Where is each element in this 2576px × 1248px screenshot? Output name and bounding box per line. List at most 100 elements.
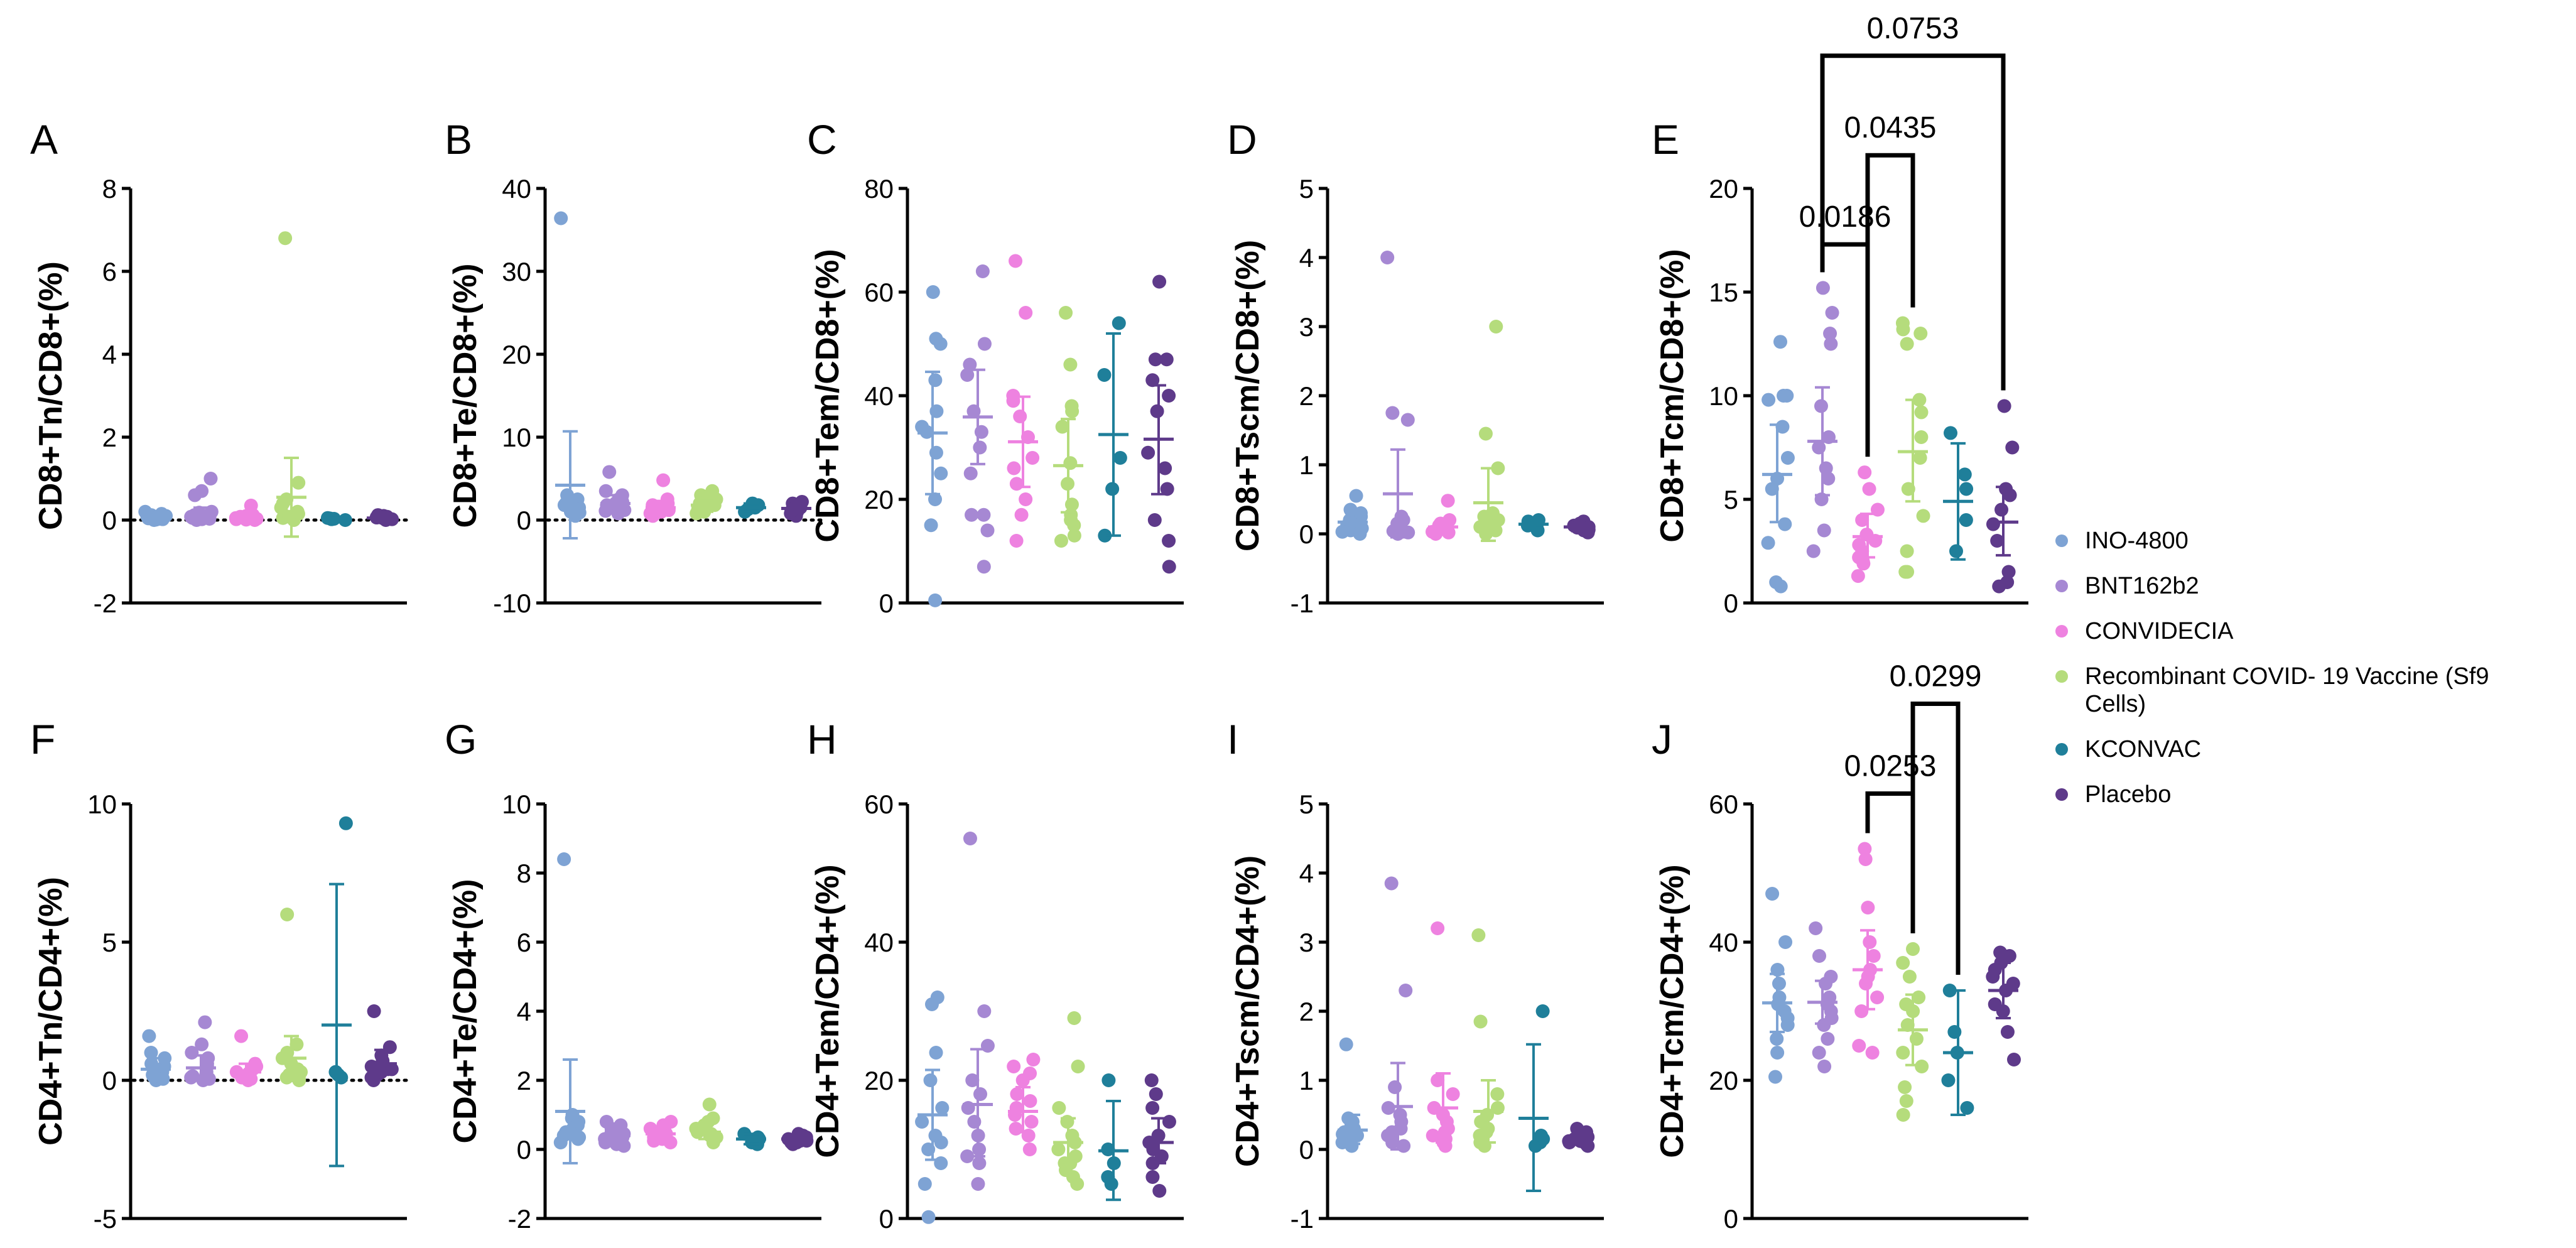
data-point — [965, 507, 979, 522]
data-point — [926, 285, 940, 299]
data-point — [1806, 544, 1821, 558]
data-point — [751, 1130, 766, 1144]
group-ino-4800 — [138, 504, 173, 527]
group-recombinant-covid-19-vaccine-sf9-cells — [1473, 320, 1505, 542]
data-point — [1385, 1125, 1399, 1139]
legend-swatch — [2055, 743, 2068, 756]
data-point — [291, 475, 306, 490]
data-point — [915, 1115, 929, 1129]
legend-label: Placebo — [2085, 781, 2171, 808]
data-point — [1013, 410, 1027, 423]
y-tick-label: 0 — [879, 589, 894, 618]
y-tick-label: 0 — [1299, 1135, 1314, 1164]
y-tick-label: 5 — [102, 928, 117, 957]
data-point — [1489, 320, 1503, 334]
data-point — [1113, 451, 1127, 465]
y-tick-label: 0 — [1299, 519, 1314, 549]
comparison-bracket: 0.0253 — [1844, 750, 1936, 933]
data-point — [1986, 517, 2000, 531]
data-point — [1019, 492, 1033, 506]
panel-letter: F — [30, 716, 55, 762]
group-bnt162b2 — [184, 1015, 216, 1087]
data-point — [1385, 406, 1400, 420]
data-point — [1147, 513, 1162, 527]
group-bnt162b2 — [184, 472, 219, 527]
data-point — [248, 1056, 262, 1071]
legend-label: CONVIDECIA — [2085, 618, 2234, 644]
y-tick-label: 40 — [864, 381, 894, 411]
data-point — [1023, 1066, 1037, 1080]
panel-f: F CD4+Tn/CD4+(%) -5 0 5 10 — [30, 716, 409, 1234]
panel-b: B CD8+Te/CD8+(%) -10 0 10 20 30 40 — [445, 116, 823, 618]
data-point — [1145, 1101, 1160, 1115]
y-tick-label: 4 — [517, 997, 531, 1026]
data-point — [1858, 465, 1872, 480]
group-convidecia — [1426, 921, 1460, 1153]
data-point — [1861, 901, 1875, 914]
y-axis-label: CD4+Tn/CD4+(%) — [33, 877, 69, 1146]
data-point — [1780, 451, 1795, 465]
data-point — [280, 908, 295, 921]
data-point — [1896, 1046, 1910, 1060]
data-point — [1914, 430, 1929, 444]
data-point — [1772, 977, 1786, 990]
group-ino-4800 — [553, 852, 587, 1164]
data-point — [1769, 575, 1783, 589]
data-point — [1959, 482, 1974, 496]
data-point — [1916, 509, 1930, 523]
data-point — [598, 504, 613, 518]
data-point — [185, 1069, 200, 1083]
data-point — [935, 1101, 950, 1115]
data-point — [1852, 1039, 1866, 1053]
data-point — [2001, 565, 2016, 579]
comparison-bracket: 0.0299 — [1890, 660, 1981, 975]
group-placebo — [781, 1127, 814, 1151]
y-tick-label: 15 — [1709, 278, 1738, 307]
data-point — [1009, 477, 1024, 491]
data-point — [244, 498, 258, 513]
y-tick-label: 60 — [864, 278, 894, 307]
legend-label: INO-4800 — [2085, 528, 2189, 554]
p-value-label: 0.0753 — [1867, 12, 1959, 45]
p-value-label: 0.0186 — [1799, 200, 1891, 234]
data-point — [2006, 1053, 2021, 1066]
data-point — [917, 1177, 932, 1191]
data-point — [1149, 1087, 1163, 1101]
data-point — [2006, 977, 2020, 990]
data-point — [1915, 1060, 1929, 1073]
data-point — [1898, 1080, 1912, 1094]
data-point — [2005, 440, 2020, 455]
data-point — [1768, 1070, 1783, 1084]
data-point — [1150, 404, 1164, 418]
y-tick-label: 0 — [102, 1066, 117, 1095]
group-placebo — [364, 1004, 399, 1087]
data-point — [1009, 1122, 1023, 1136]
panel-j: J CD4+Tcm/CD4+(%) 0 20 40 60 0.0253 0.0299 — [1652, 660, 2028, 1234]
data-point — [1852, 538, 1866, 552]
data-point — [1858, 852, 1873, 866]
data-point — [1067, 528, 1081, 543]
data-point — [963, 357, 977, 372]
group-convidecia — [643, 473, 676, 523]
group-recombinant-covid-19-vaccine-sf9-cells — [274, 231, 306, 538]
panel-h: H CD4+Tem/CD4+(%) 0 20 40 60 — [807, 716, 1184, 1234]
data-point — [282, 509, 296, 524]
panel-letter: B — [445, 116, 472, 163]
data-point — [930, 990, 944, 1004]
group-bnt162b2 — [960, 832, 995, 1191]
data-point — [1761, 536, 1775, 550]
y-tick-label: 2 — [102, 423, 117, 452]
data-point — [1941, 1073, 1956, 1087]
y-tick-label: 8 — [102, 174, 117, 203]
comparison-bracket: 0.0435 — [1844, 111, 1936, 457]
y-tick-label: 40 — [502, 174, 531, 203]
panel-letter: D — [1227, 116, 1257, 163]
y-tick-label: 20 — [1709, 1066, 1738, 1095]
group-kconvac — [736, 496, 766, 519]
data-point — [1960, 1101, 1974, 1115]
data-point — [1491, 461, 1505, 475]
data-point — [1997, 399, 2011, 413]
data-point — [1865, 1046, 1880, 1060]
data-point — [977, 507, 991, 522]
